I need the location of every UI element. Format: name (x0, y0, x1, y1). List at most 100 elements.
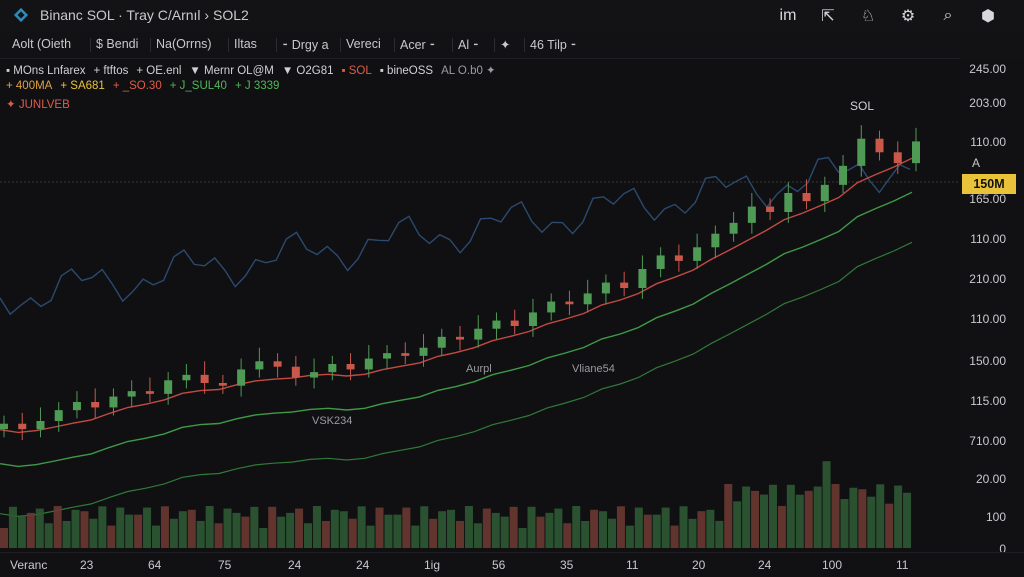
volume-bar (509, 506, 518, 548)
candle-body (273, 361, 282, 367)
candle-body (839, 165, 848, 185)
volume-bar (679, 506, 688, 548)
candle-body (72, 402, 81, 411)
toolbar-divider (494, 38, 495, 52)
toolbar-item-7[interactable]: Al ⁃ (458, 38, 479, 52)
volume-bar (715, 520, 724, 548)
gear-icon[interactable]: ⚙ (900, 8, 916, 25)
volume-bar (53, 506, 62, 548)
volume-bar (777, 505, 786, 548)
volume-bar (482, 508, 491, 548)
toolbar-item-8[interactable]: ✦ (500, 38, 511, 52)
volume-bar (330, 509, 339, 548)
volume-bar (634, 507, 643, 548)
volume-bar (733, 501, 742, 548)
volume-bar (98, 506, 107, 548)
legend-item[interactable]: + SA681 (60, 80, 105, 92)
toolbar-item-9[interactable]: 46 Tilp ⁃ (530, 38, 577, 52)
volume-bar (724, 484, 733, 548)
candle-body (237, 369, 246, 386)
chart-annotation: Vliane54 (572, 363, 615, 375)
candle-body (164, 380, 173, 394)
legend-item[interactable]: + J_SUL40 (169, 80, 227, 92)
price-axis-label: 0 (999, 542, 1006, 556)
toolbar-item-1[interactable]: $ Bendi (96, 37, 139, 51)
candle-body (200, 374, 209, 383)
candle-body (729, 222, 738, 234)
volume-bar (473, 523, 482, 548)
candle-body (291, 366, 300, 378)
candle-body (401, 353, 410, 356)
volume-bar (894, 485, 903, 548)
toolbar-item-6[interactable]: Acer ⁃ (400, 38, 436, 52)
legend-item[interactable]: ✦ JUNLVEB (6, 99, 70, 111)
candle-body (109, 396, 118, 408)
volume-bar (196, 520, 205, 548)
legend-item[interactable]: + ftftos (93, 65, 129, 77)
price-axis[interactable]: 245.00 203.00 110.00 165.00 110.00 210.00 110.… (960, 58, 1024, 556)
search-icon[interactable]: ⌕ (943, 7, 953, 24)
candle-body (565, 301, 574, 305)
legend-item[interactable]: + 400MA (6, 80, 53, 92)
time-axis-label: 64 (148, 558, 162, 572)
volume-bar (795, 494, 804, 548)
time-axis-label: 1ig (424, 558, 441, 572)
volume-bar (26, 512, 35, 548)
time-axis-label: 24 (758, 558, 772, 572)
window-title: Binanc SOL · Tray C/Arnıl › SOL2 (40, 7, 249, 23)
toolbar-divider (394, 38, 395, 52)
legend-item[interactable]: + _SO.30 (112, 80, 162, 92)
volume-bar (464, 506, 473, 548)
alert-icon[interactable]: ♘ (860, 8, 876, 25)
volume-bar (0, 528, 8, 548)
toolbar-item-3[interactable]: Iltas (234, 37, 257, 51)
volume-bar (456, 520, 464, 548)
cube-icon[interactable]: ⬢ (981, 8, 995, 25)
volume-bar (500, 516, 509, 548)
volume-bar (232, 512, 241, 548)
volume-bar (169, 518, 178, 548)
toolbar-divider (150, 38, 151, 52)
volume-bar (751, 490, 760, 548)
toolbar-item-0[interactable]: Aolt (Oieth (12, 37, 72, 51)
volume-bar (697, 511, 706, 548)
price-line-series (0, 156, 911, 316)
legend-row-2: + 400MA + SA681 + _SO.30 + J_SUL40 + J 3339 (6, 80, 287, 92)
legend-item[interactable]: ▼ O2G81 (281, 65, 334, 77)
time-axis-label: 100 (822, 558, 843, 572)
legend-item[interactable]: + J 3339 (234, 80, 280, 92)
legend-item[interactable]: AL O.b0 ✦ (441, 65, 496, 77)
legend-item[interactable]: + OE.enl (136, 65, 182, 77)
time-axis-label: 20 (692, 558, 706, 572)
volume-bar (71, 509, 80, 548)
candle-body (656, 255, 665, 269)
legend-item[interactable]: ▪ bineOSS (379, 65, 434, 77)
volume-bar (447, 509, 456, 548)
price-axis-label: 20.00 (975, 472, 1006, 486)
ma-green-line (0, 191, 913, 468)
volume-bar (259, 527, 268, 548)
volume-bar (661, 507, 670, 548)
time-axis[interactable]: Veranc 23 64 75 24 24 1ig 56 35 11 20 24 100 11 (0, 552, 1024, 577)
candle-body (182, 374, 191, 381)
legend-item[interactable]: ▪ MOns Lnfarex (6, 65, 86, 77)
candle-body (145, 391, 154, 394)
volume-bar (813, 486, 822, 548)
price-axis-label: 110.00 (970, 312, 1006, 326)
price-axis-label: 203.00 (969, 96, 1006, 110)
toolbar-item-4[interactable]: ⁃ Drgy a (282, 38, 329, 52)
toolbar-item-5[interactable]: Vereci (346, 37, 381, 51)
price-chart[interactable]: SOL Aurpl Vliane54 VSK234 (0, 58, 960, 552)
volume-bar (876, 484, 885, 548)
legend-item[interactable]: ▼ Mernr OL@M (189, 65, 274, 77)
volume-bar (348, 518, 357, 548)
volume-bar (107, 525, 116, 548)
toolbar-item-2[interactable]: Na(Orrns) (156, 37, 212, 51)
legend-row-1: ▪ MOns Lnfarex + ftftos + OE.enl ▼ Mernr OL… (6, 63, 504, 77)
export-icon[interactable]: ⇱ (821, 8, 835, 25)
volume-bar (643, 514, 652, 548)
price-axis-label: 710.00 (969, 434, 1006, 448)
im-icon[interactable]: im (779, 7, 797, 24)
legend-item[interactable]: ▪ SOL (341, 65, 372, 77)
time-axis-label: 23 (80, 558, 94, 572)
